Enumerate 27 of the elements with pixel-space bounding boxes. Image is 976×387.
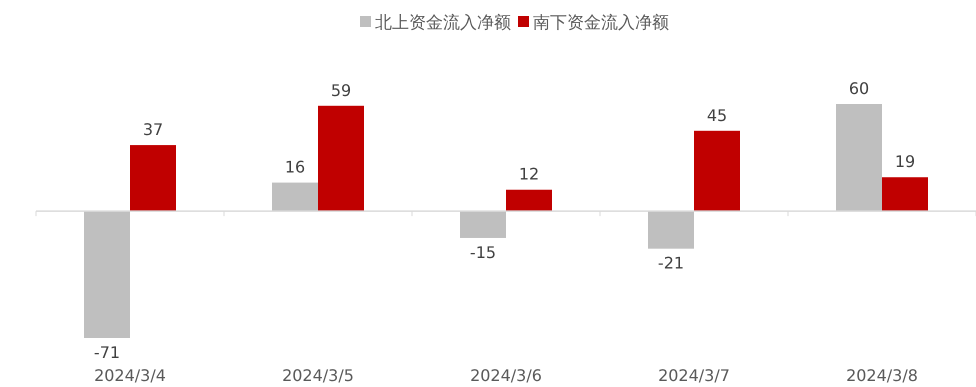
legend-label: 北上资金流入净额 — [375, 13, 511, 33]
bar — [882, 177, 928, 212]
bar — [648, 211, 694, 249]
bar — [272, 182, 318, 212]
data-label: 59 — [330, 80, 352, 100]
bar — [318, 106, 364, 212]
legend-label: 南下资金流入净额 — [533, 13, 669, 33]
data-label: 60 — [848, 79, 870, 98]
bar — [836, 104, 882, 212]
x-tick-label: 2024/3/5 — [282, 366, 354, 385]
x-tick-label: 2024/3/8 — [846, 366, 918, 385]
data-label: -71 — [94, 343, 120, 362]
data-label: 16 — [284, 158, 306, 177]
data-label: 45 — [706, 106, 728, 125]
x-tick-label: 2024/3/7 — [658, 366, 730, 385]
bar — [694, 130, 740, 212]
bar — [460, 211, 506, 238]
data-label: 37 — [142, 120, 164, 140]
data-label: 19 — [894, 152, 916, 172]
bar — [130, 145, 176, 212]
data-label: -15 — [470, 242, 496, 262]
x-tick-label: 2024/3/6 — [470, 366, 542, 385]
data-label: 12 — [518, 164, 540, 184]
bar — [506, 190, 552, 212]
data-label: -21 — [658, 254, 684, 273]
bar — [84, 211, 130, 338]
x-tick-label: 2024/3/4 — [94, 366, 166, 385]
